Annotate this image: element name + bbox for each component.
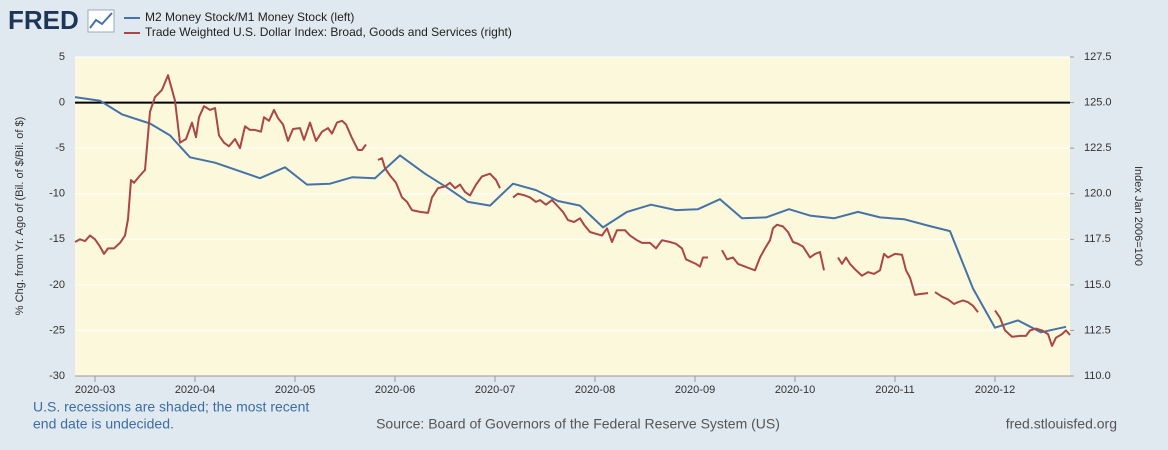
- legend-label: Trade Weighted U.S. Dollar Index: Broad,…: [145, 25, 512, 39]
- y2-tick-label: 115.0: [1084, 279, 1111, 291]
- y-tick-label: -5: [55, 142, 65, 154]
- x-tick-label: 2020-10: [775, 384, 815, 396]
- x-tick-label: 2020-09: [675, 384, 715, 396]
- y-axis-label: % Chg. from Yr. Ago of (Bil. of $/Bil. o…: [14, 117, 26, 316]
- plot-area: [75, 57, 1070, 376]
- logo-icon: [87, 9, 115, 33]
- y2-tick-label: 112.5: [1084, 324, 1111, 336]
- recession-note: U.S. recessions are shaded; the most rec…: [33, 399, 309, 415]
- legend-label: M2 Money Stock/M1 Money Stock (left): [145, 10, 354, 24]
- y-tick-label: -20: [49, 279, 65, 291]
- x-tick-label: 2020-05: [275, 384, 315, 396]
- x-tick-label: 2020-06: [375, 384, 415, 396]
- x-tick-label: 2020-07: [475, 384, 515, 396]
- x-tick-label: 2020-03: [75, 384, 115, 396]
- y-tick-label: -10: [49, 188, 65, 200]
- x-tick-label: 2020-08: [575, 384, 615, 396]
- y-tick-label: -30: [49, 370, 65, 382]
- logo: FRED: [8, 5, 79, 35]
- y-tick-label: 5: [59, 51, 65, 63]
- x-tick-label: 2020-11: [875, 384, 915, 396]
- y-tick-label: 0: [59, 96, 65, 108]
- x-tick-label: 2020-04: [175, 384, 215, 396]
- y2-tick-label: 122.5: [1084, 142, 1112, 154]
- site: fred.stlouisfed.org: [1006, 416, 1117, 432]
- y-tick-label: -25: [49, 324, 65, 336]
- y-tick-label: -15: [49, 233, 65, 245]
- y2-tick-label: 110.0: [1084, 370, 1111, 382]
- series-line: [74, 96, 1067, 334]
- y2-tick-label: 120.0: [1084, 188, 1112, 200]
- x-tick-label: 2020-12: [975, 384, 1015, 396]
- y2-tick-label: 125.0: [1084, 96, 1112, 108]
- y2-tick-label: 127.5: [1084, 51, 1112, 63]
- recession-note: end date is undecided.: [33, 416, 174, 432]
- series-line: [74, 74, 1071, 347]
- y2-axis-label: Index Jan 2006=100: [1132, 166, 1144, 266]
- source: Source: Board of Governors of the Federa…: [376, 416, 780, 432]
- y2-tick-label: 117.5: [1084, 233, 1111, 245]
